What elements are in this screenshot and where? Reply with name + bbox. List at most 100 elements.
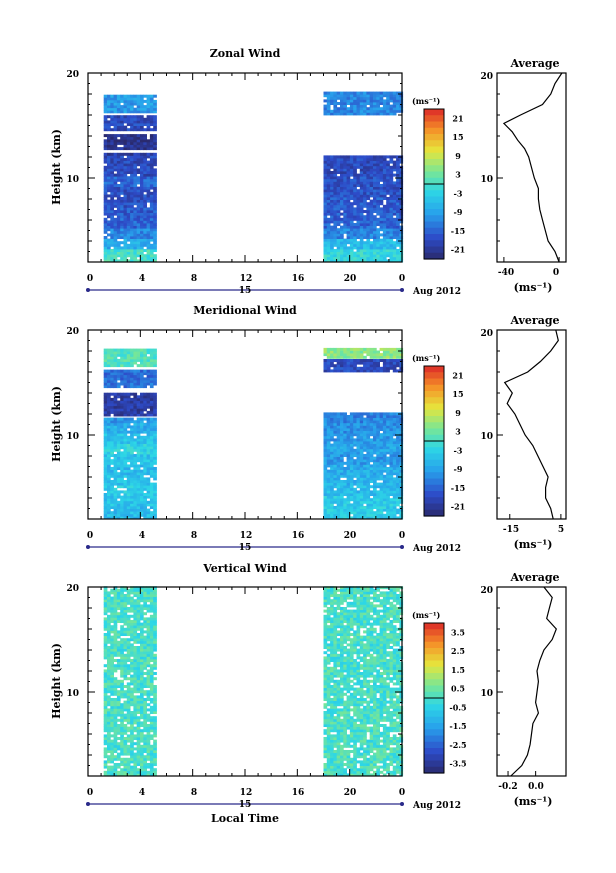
heatmap-cell [133,233,138,237]
heatmap-cell [330,364,334,368]
heatmap-cell [146,94,151,98]
heatmap-cell [396,256,400,260]
heatmap-cell [373,225,377,229]
heatmap-cell [130,217,134,221]
heatmap-cell [389,469,394,473]
heatmap-cell [107,147,111,151]
heatmap-cell [396,490,400,494]
heatmap-cell [382,464,387,468]
heatmap-cell [382,490,387,494]
heatmap-cell [149,217,154,221]
heatmap-cell [113,115,118,119]
heatmap-cell [130,718,134,722]
heatmap-cell [116,666,121,670]
heatmap-cell [133,397,138,401]
heatmap-cell [146,446,151,450]
heatmap-cell [126,105,131,109]
heatmap-cell [120,716,124,720]
heatmap-cell [123,395,128,399]
heatmap-cell [353,91,357,95]
heatmap-cell [113,768,118,772]
heatmap-cell [123,464,128,468]
heatmap-cell [120,220,124,224]
heatmap-cell [153,422,157,426]
heatmap-cell [392,96,397,100]
heatmap-cell [369,215,374,219]
heatmap-cell [113,238,118,242]
heatmap-cell [349,355,354,359]
heatmap-cell [113,361,118,365]
colorbar-swatch [424,466,444,473]
heatmap-cell [136,408,141,412]
heatmap-cell [133,215,138,219]
heatmap-cell [133,191,138,195]
heatmap-cell [356,433,361,437]
colorbar-swatch [424,497,444,505]
heatmap-cell [103,361,108,365]
heatmap-cell [140,246,144,250]
heatmap-cell [126,223,131,226]
heatmap-cell [146,155,151,159]
heatmap-cell [107,653,111,657]
heatmap-cell [356,233,361,237]
heatmap-cell [140,207,144,211]
heatmap-cell [326,202,331,206]
heatmap-cell [349,238,354,242]
heatmap-cell [149,377,154,381]
heatmap-cell [110,233,114,237]
heatmap-cell [123,674,128,678]
heatmap-cell [392,243,397,247]
colorbar-unit: (ms⁻¹) [412,96,440,106]
heatmap-cell [149,160,154,164]
heatmap-cell [110,755,114,759]
heatmap-cell [386,163,390,167]
heatmap-cell [110,485,114,489]
heatmap-cell [136,123,141,126]
heatmap-cell [136,115,141,119]
heatmap-cell [143,441,147,444]
heatmap-cell [153,461,157,465]
heatmap-cell [373,223,377,226]
heatmap-cell [359,186,364,190]
heatmap-cell [330,487,334,491]
heatmap-cell [336,461,341,465]
heatmap-cell [333,467,338,470]
heatmap-cell [153,474,157,478]
heatmap-cell [346,181,351,185]
heatmap-cell [136,469,141,473]
heatmap-cell [149,467,154,470]
heatmap-cell [130,721,134,725]
heatmap-cell [140,97,144,101]
heatmap-cell [356,516,361,520]
heatmap-cell [107,604,111,608]
heatmap-cell [359,498,364,502]
heatmap-cell [126,408,131,412]
heatmap-cell [326,474,331,478]
colorbar-swatch [424,409,444,417]
heatmap-cell [133,503,138,507]
heatmap-cell [386,480,390,483]
heatmap-cell [336,163,341,167]
heatmap-cell [379,347,384,351]
heatmap-cell [343,189,347,193]
heatmap-cell [107,413,111,417]
heatmap-cell [336,246,341,250]
heatmap-cell [110,356,114,360]
heatmap-cell [376,246,380,250]
heatmap-cell [113,105,118,109]
heatmap-cell [379,467,384,470]
heatmap-cell [126,425,131,429]
heatmap-cell [323,207,328,211]
heatmap-cell [133,498,138,502]
day-bar-start [86,288,90,292]
heatmap-cell [382,364,387,368]
heatmap-cell [113,472,118,476]
heatmap-cell [366,490,371,494]
heatmap-cell [153,163,157,167]
heatmap-cell [136,495,141,499]
heatmap-cell [396,217,400,221]
day-bar-start [86,545,90,549]
heatmap-cell [356,94,361,98]
heatmap-cell [143,230,147,234]
heatmap-cell [392,347,397,351]
